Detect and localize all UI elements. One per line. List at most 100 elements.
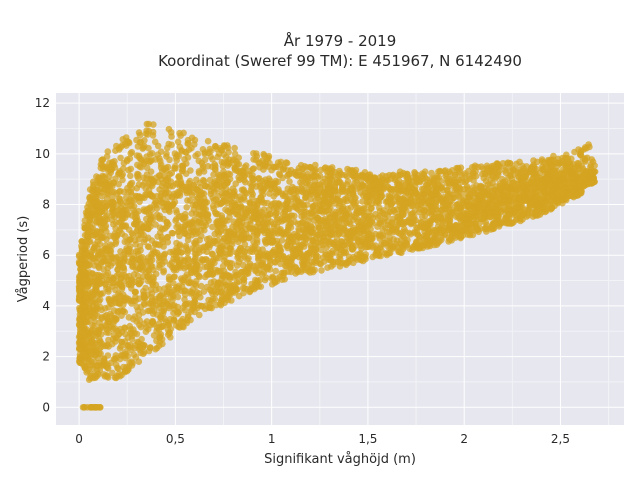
data-point bbox=[410, 217, 418, 225]
data-point bbox=[256, 276, 264, 284]
data-point bbox=[247, 217, 254, 224]
data-point bbox=[181, 287, 188, 295]
data-point bbox=[503, 192, 510, 200]
data-point bbox=[160, 267, 167, 274]
data-point bbox=[150, 332, 158, 339]
data-point bbox=[386, 208, 394, 216]
data-point bbox=[192, 292, 200, 299]
data-point bbox=[159, 340, 166, 348]
data-point bbox=[211, 209, 219, 216]
data-point bbox=[396, 216, 404, 223]
data-point bbox=[149, 216, 156, 223]
data-point bbox=[91, 297, 98, 304]
data-point bbox=[185, 279, 193, 286]
data-point bbox=[105, 343, 112, 350]
data-point bbox=[426, 228, 433, 235]
data-point bbox=[103, 180, 111, 187]
data-point bbox=[188, 210, 195, 217]
data-point bbox=[476, 204, 483, 211]
data-point bbox=[287, 224, 295, 231]
data-point bbox=[382, 239, 389, 247]
data-point bbox=[196, 311, 203, 319]
data-point bbox=[400, 243, 408, 251]
data-point bbox=[530, 161, 537, 169]
data-point bbox=[483, 225, 491, 233]
data-point bbox=[384, 221, 392, 229]
data-point bbox=[89, 362, 96, 369]
data-point bbox=[166, 329, 173, 337]
data-point bbox=[295, 245, 303, 252]
data-point bbox=[205, 296, 212, 304]
data-point bbox=[326, 251, 334, 259]
data-point bbox=[243, 209, 251, 217]
data-point bbox=[170, 273, 178, 281]
data-point bbox=[209, 223, 216, 231]
data-point bbox=[467, 191, 474, 198]
data-point bbox=[369, 214, 377, 222]
data-point bbox=[274, 227, 282, 235]
data-point bbox=[232, 180, 239, 187]
data-point bbox=[266, 206, 273, 213]
data-point bbox=[178, 181, 185, 189]
data-point bbox=[341, 220, 348, 228]
data-point bbox=[230, 274, 238, 281]
data-point bbox=[459, 232, 467, 239]
data-point bbox=[327, 224, 334, 231]
data-point bbox=[421, 207, 429, 215]
data-point bbox=[137, 138, 145, 146]
data-point bbox=[278, 237, 286, 244]
data-point bbox=[444, 177, 452, 185]
data-point bbox=[181, 296, 188, 303]
data-point bbox=[124, 206, 132, 213]
data-points bbox=[75, 120, 599, 411]
data-point bbox=[179, 304, 187, 312]
data-point bbox=[397, 236, 405, 244]
data-point bbox=[103, 372, 110, 379]
data-point bbox=[249, 208, 256, 215]
data-point bbox=[131, 288, 139, 296]
data-point bbox=[193, 270, 201, 278]
data-point bbox=[209, 250, 216, 258]
data-point bbox=[156, 212, 163, 220]
data-point bbox=[359, 227, 367, 235]
data-point bbox=[378, 246, 385, 254]
data-point bbox=[481, 190, 488, 197]
data-point bbox=[231, 289, 239, 296]
data-point bbox=[87, 313, 95, 320]
data-point bbox=[118, 312, 125, 320]
data-point bbox=[512, 211, 520, 219]
data-point bbox=[100, 355, 108, 362]
data-point bbox=[377, 194, 384, 201]
data-point bbox=[141, 236, 149, 243]
data-point bbox=[410, 192, 417, 200]
data-point bbox=[291, 203, 298, 211]
data-point bbox=[279, 174, 286, 182]
data-point bbox=[344, 228, 352, 235]
data-point bbox=[335, 240, 342, 248]
data-point bbox=[494, 188, 502, 195]
data-point bbox=[225, 282, 232, 290]
data-point bbox=[253, 236, 261, 244]
data-point bbox=[283, 159, 291, 167]
data-point bbox=[342, 260, 349, 267]
data-point bbox=[104, 364, 111, 372]
data-point bbox=[308, 246, 316, 253]
data-point bbox=[90, 205, 97, 213]
data-point bbox=[224, 207, 231, 215]
data-point bbox=[314, 231, 322, 238]
data-point bbox=[394, 172, 401, 179]
data-point bbox=[173, 266, 180, 274]
data-point bbox=[237, 223, 245, 230]
data-point bbox=[206, 235, 213, 242]
data-point bbox=[128, 358, 135, 366]
data-point bbox=[117, 343, 125, 350]
data-point bbox=[539, 165, 547, 173]
data-point bbox=[302, 194, 309, 201]
data-point bbox=[91, 254, 98, 262]
data-point bbox=[156, 334, 163, 341]
data-point bbox=[556, 181, 564, 188]
data-point bbox=[272, 267, 280, 275]
data-point bbox=[122, 194, 130, 201]
data-point bbox=[259, 220, 266, 227]
data-point bbox=[263, 236, 271, 244]
